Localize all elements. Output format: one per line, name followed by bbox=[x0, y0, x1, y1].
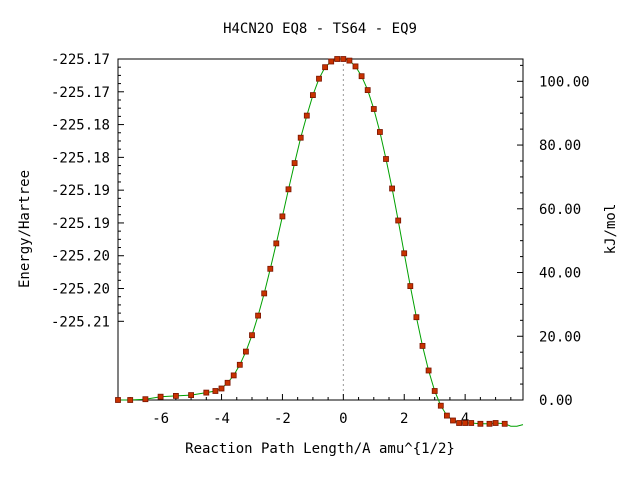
y2-tick-label: 80.00 bbox=[539, 138, 581, 154]
data-point bbox=[413, 314, 420, 321]
data-point bbox=[115, 397, 121, 403]
x-tick-label: -6 bbox=[152, 411, 169, 427]
x-tick-label: -2 bbox=[274, 411, 291, 427]
y2-tick-label: 100.00 bbox=[539, 74, 590, 90]
data-point bbox=[401, 250, 408, 257]
data-point bbox=[255, 312, 262, 319]
data-point bbox=[477, 420, 484, 427]
y2-axis-label: kJ/mol bbox=[603, 204, 619, 255]
data-point bbox=[492, 420, 499, 426]
data-point bbox=[443, 412, 450, 419]
data-point bbox=[437, 402, 444, 409]
y-tick-label: -225.20 bbox=[51, 249, 110, 265]
data-point bbox=[285, 186, 292, 193]
data-point bbox=[407, 283, 414, 290]
data-point bbox=[395, 217, 402, 224]
y-tick-label: -225.18 bbox=[51, 118, 110, 134]
data-point bbox=[419, 342, 426, 349]
data-point bbox=[328, 58, 335, 65]
x-tick-label: 0 bbox=[339, 411, 347, 427]
data-point bbox=[261, 290, 268, 297]
data-point bbox=[431, 388, 438, 394]
y2-tick-label: 60.00 bbox=[539, 202, 581, 218]
x-tick-label: 4 bbox=[461, 411, 469, 427]
x-axis-label: Reaction Path Length/A amu^{1/2} bbox=[185, 441, 455, 457]
data-point bbox=[340, 56, 347, 62]
y-tick-label: -225.18 bbox=[51, 150, 110, 166]
data-point bbox=[450, 417, 456, 424]
y2-tick-label: 20.00 bbox=[539, 329, 581, 345]
data-point bbox=[364, 87, 371, 93]
data-point bbox=[462, 420, 469, 426]
data-point bbox=[297, 134, 304, 141]
data-point bbox=[212, 388, 219, 394]
data-point bbox=[468, 420, 475, 426]
data-point bbox=[291, 160, 298, 167]
chart-title: H4CN2O EQ8 - TS64 - EQ9 bbox=[223, 21, 417, 37]
data-point bbox=[267, 265, 274, 272]
y-tick-label: -225.20 bbox=[51, 282, 110, 298]
data-point bbox=[425, 367, 432, 374]
data-point bbox=[279, 213, 286, 220]
data-point bbox=[157, 393, 164, 400]
data-point bbox=[316, 75, 322, 82]
y-tick-label: -225.17 bbox=[51, 52, 110, 68]
data-point bbox=[309, 92, 316, 98]
y2-tick-label: 40.00 bbox=[539, 266, 581, 282]
y-tick-label: -225.19 bbox=[51, 183, 110, 199]
y-axis-ticks: -225.17 -225.17 -225.18 -225.18 -225.19 -225.… bbox=[51, 52, 124, 330]
y2-tick-label: 0.00 bbox=[539, 393, 573, 409]
data-point bbox=[236, 361, 243, 368]
y2-axis-ticks: 0.00 20.00 40.00 60.00 80.00 100.00 bbox=[517, 64, 590, 409]
data-point bbox=[203, 389, 210, 396]
data-point bbox=[352, 63, 359, 70]
y-tick-label: -225.17 bbox=[51, 85, 110, 101]
data-point bbox=[456, 420, 463, 426]
data-point bbox=[188, 392, 195, 399]
y-tick-label: -225.21 bbox=[51, 314, 110, 330]
x-tick-label: -4 bbox=[213, 411, 230, 427]
data-point bbox=[376, 129, 383, 135]
data-point bbox=[486, 420, 493, 427]
data-point bbox=[346, 57, 353, 64]
data-point bbox=[218, 385, 225, 392]
plot-frame bbox=[117, 58, 524, 401]
data-point bbox=[303, 112, 310, 119]
y-tick-label: -225.19 bbox=[51, 216, 110, 232]
data-points bbox=[115, 56, 508, 427]
data-point bbox=[273, 240, 280, 247]
data-point bbox=[230, 372, 237, 379]
y-axis-label: Energy/Hartree bbox=[17, 170, 33, 288]
data-point bbox=[224, 379, 231, 386]
interpolated-curve bbox=[118, 58, 524, 427]
data-point bbox=[501, 420, 508, 427]
data-point bbox=[172, 392, 179, 399]
data-point bbox=[322, 64, 329, 71]
data-point bbox=[334, 56, 341, 62]
data-point bbox=[383, 156, 389, 162]
data-point bbox=[242, 348, 249, 355]
data-point bbox=[142, 396, 149, 403]
data-point bbox=[249, 332, 255, 339]
data-point bbox=[358, 73, 365, 80]
x-tick-label: 2 bbox=[400, 411, 408, 427]
data-point bbox=[127, 397, 134, 403]
data-point bbox=[389, 185, 396, 192]
x-axis-ticks: -6 -4 -2 0 2 4 bbox=[129, 394, 512, 427]
data-point bbox=[370, 106, 377, 112]
